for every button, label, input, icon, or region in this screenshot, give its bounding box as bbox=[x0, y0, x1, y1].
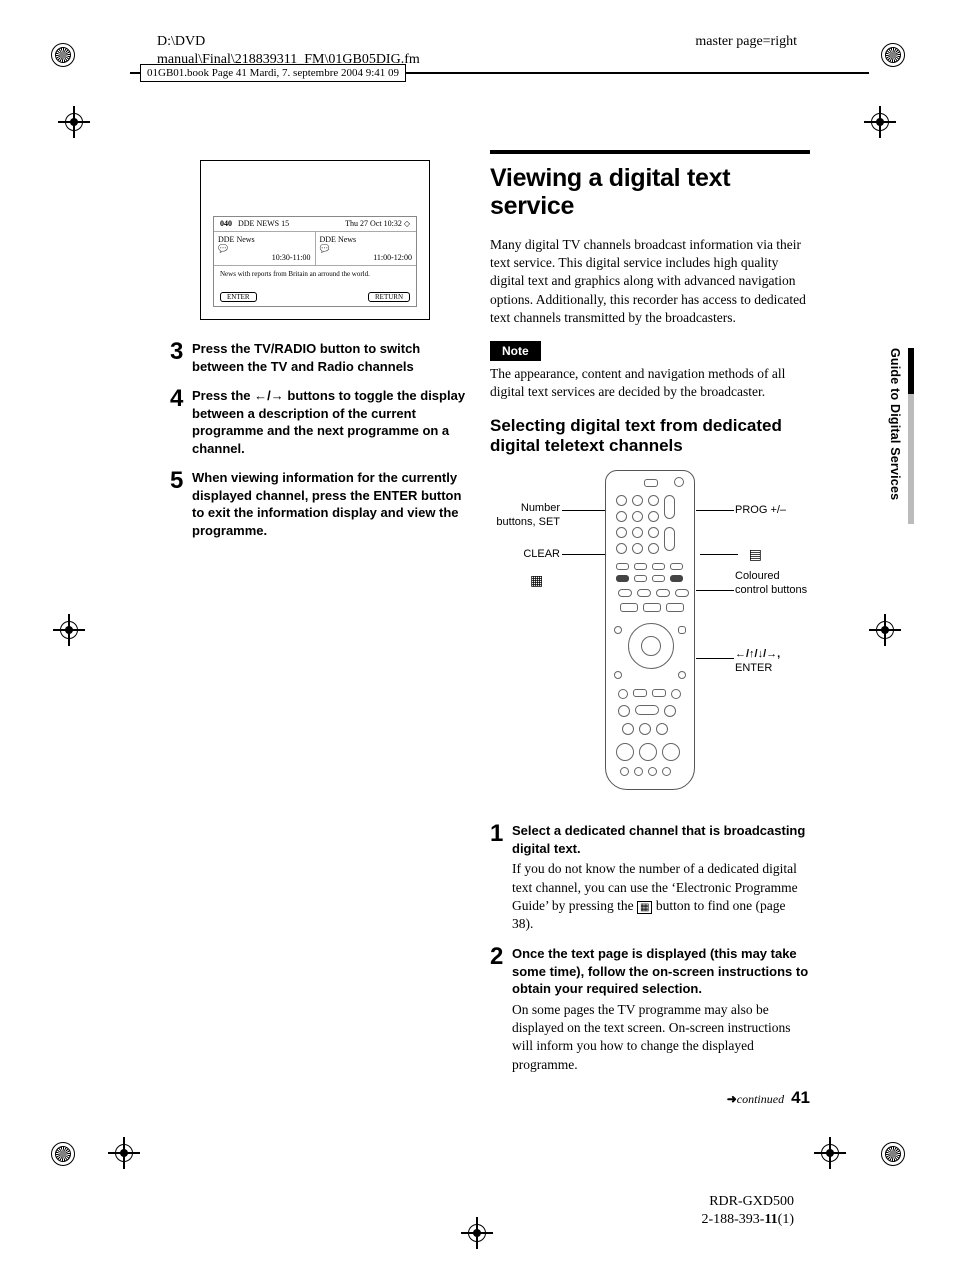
osd-now-time: 10:30-11:00 bbox=[218, 253, 311, 262]
callout-lead bbox=[700, 554, 738, 555]
step-5-text: When viewing information for the current… bbox=[192, 469, 470, 539]
callout-lead bbox=[696, 590, 734, 591]
section-heading: Viewing a digital text service bbox=[490, 164, 810, 220]
osd-now-title: DDE News bbox=[218, 235, 311, 244]
reg-corner-bl bbox=[48, 1139, 76, 1167]
tv-osd-screenshot: 040 DDE NEWS 15 Thu 27 Oct 10:32 ◇ DDE N… bbox=[200, 160, 430, 320]
osd-bubble-icon-2: 💬 bbox=[320, 244, 330, 253]
callout-lead bbox=[562, 554, 610, 555]
osd-datetime: Thu 27 Oct 10:32 bbox=[345, 219, 402, 228]
right-step-2: Once the text page is displayed (this ma… bbox=[512, 945, 810, 1074]
callout-nav: ←/↑/↓/→, ENTER bbox=[735, 648, 810, 674]
note-body: The appearance, content and navigation m… bbox=[490, 365, 810, 401]
osd-return-btn: RETURN bbox=[368, 292, 410, 302]
step-4-number: 4 bbox=[170, 387, 192, 411]
step-3-text: Press the TV/RADIO button to switch betw… bbox=[192, 340, 470, 375]
reg-cross-bot-r bbox=[816, 1139, 844, 1167]
step-5-number: 5 bbox=[170, 469, 192, 493]
reg-cross-left bbox=[55, 616, 83, 644]
framemaker-box: 01GB01.book Page 41 Mardi, 7. septembre … bbox=[140, 64, 406, 82]
osd-enter-btn: ENTER bbox=[220, 292, 257, 302]
step-3-number: 3 bbox=[170, 340, 192, 364]
callout-number-buttons: Number buttons, SET bbox=[490, 502, 560, 528]
model-number: RDR-GXD500 bbox=[701, 1193, 794, 1211]
continued-label: ➜continued bbox=[727, 1092, 787, 1106]
callout-prog: PROG +/– bbox=[735, 504, 810, 517]
reg-cross-top-l bbox=[60, 108, 88, 136]
pub-number: 2-188-393-11(1) bbox=[701, 1211, 794, 1229]
reg-cross-top-r bbox=[866, 108, 894, 136]
intro-paragraph: Many digital TV channels broadcast infor… bbox=[490, 236, 810, 327]
guide-icon-left: ▦ bbox=[530, 572, 543, 589]
callout-lead bbox=[562, 510, 610, 511]
guide-btn-icon: ▦ bbox=[637, 901, 652, 914]
osd-next-time: 11:00-12:00 bbox=[320, 253, 413, 262]
page-number: 41 bbox=[791, 1088, 810, 1107]
reg-cross-bot-l bbox=[110, 1139, 138, 1167]
section-thumb-label: Guide to Digital Services bbox=[888, 348, 902, 500]
reg-cross-right bbox=[871, 616, 899, 644]
subheading: Selecting digital text from dedicated di… bbox=[490, 416, 810, 457]
osd-bubble-icon: 💬 bbox=[218, 244, 228, 253]
reg-cross-bottom bbox=[463, 1219, 491, 1247]
right-step-2-number: 2 bbox=[490, 945, 512, 969]
osd-sort-icon: ◇ bbox=[404, 219, 410, 228]
callout-coloured: Coloured control buttons bbox=[735, 570, 810, 596]
thumb-index-bar bbox=[908, 348, 914, 394]
osd-next-title: DDE News bbox=[320, 235, 413, 244]
note-label: Note bbox=[490, 341, 541, 361]
publication-footer: RDR-GXD500 2-188-393-11(1) bbox=[701, 1193, 794, 1229]
remote-diagram bbox=[605, 470, 695, 790]
right-step-1: Select a dedicated channel that is broad… bbox=[512, 822, 810, 933]
osd-ch-name: DDE NEWS 15 bbox=[238, 219, 289, 228]
right-step-1-number: 1 bbox=[490, 822, 512, 846]
callout-lead bbox=[696, 658, 734, 659]
reg-corner-br bbox=[878, 1139, 906, 1167]
osd-ch-num: 040 bbox=[220, 219, 232, 228]
callout-lead bbox=[696, 510, 734, 511]
osd-description: News with reports from Britain an arroun… bbox=[214, 266, 416, 282]
header-path-1: D:\DVD bbox=[157, 34, 205, 50]
thumb-index-grey bbox=[908, 394, 914, 524]
callout-clear: CLEAR bbox=[490, 548, 560, 561]
step-4-text: Press the ←/→ buttons to toggle the disp… bbox=[192, 387, 470, 457]
header-master: master page=right bbox=[695, 34, 797, 50]
list-icon: ▤ bbox=[749, 546, 762, 563]
section-rule bbox=[490, 150, 810, 154]
left-right-arrows-icon: ←/→ bbox=[254, 388, 284, 403]
